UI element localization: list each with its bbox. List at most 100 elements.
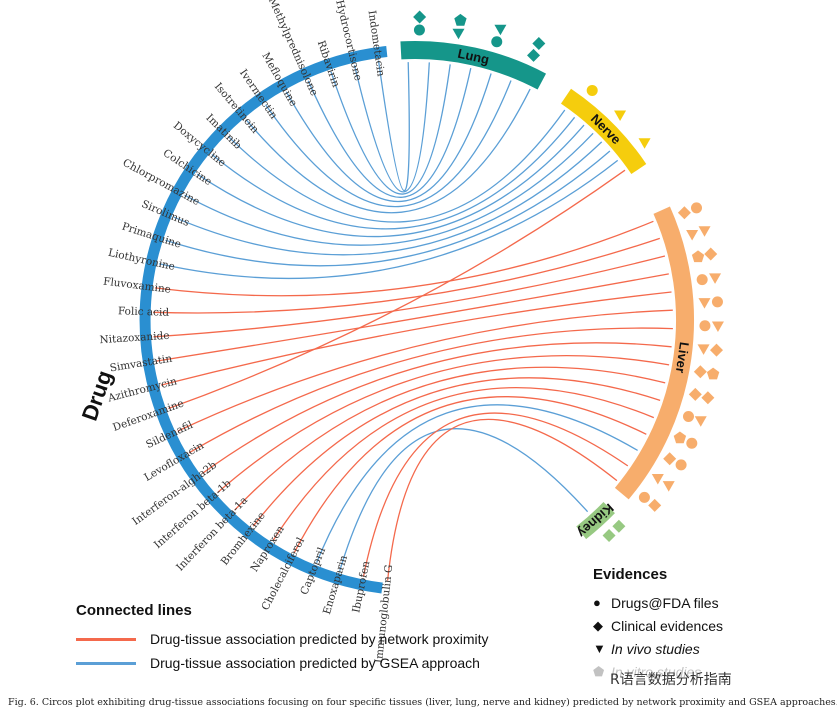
circle-marker [686, 437, 698, 449]
connection-line [339, 428, 589, 572]
triangle-marker [686, 230, 699, 241]
connection-line [234, 366, 666, 511]
triangle-marker [709, 273, 722, 284]
diamond-marker [602, 529, 616, 543]
circle-marker [711, 296, 723, 308]
evidence-clinical-row: ◆ Clinical evidences [593, 614, 723, 637]
legend-network-row: Drug-tissue association predicted by net… [76, 627, 488, 651]
connection-line [177, 309, 673, 432]
evidence-clinical-label: Clinical evidences [611, 617, 724, 634]
connection-line [265, 80, 512, 208]
connection-line [173, 141, 603, 256]
connected-lines-legend: Connected lines Drug-tissue association … [76, 602, 488, 675]
triangle-marker [697, 344, 710, 355]
legend-evidence-title: Evidences [593, 566, 668, 583]
diamond-marker [532, 36, 546, 50]
triangle-marker [662, 481, 675, 492]
connection-line [285, 73, 492, 203]
connection-line [156, 273, 669, 362]
connection-line [227, 109, 566, 223]
diamond-marker [709, 343, 723, 357]
circle-marker [491, 36, 503, 48]
liver-label: Liver [673, 341, 692, 374]
connection-line [154, 220, 654, 297]
connection-line [315, 404, 638, 564]
network-line-swatch [76, 637, 136, 641]
triangle-marker [698, 298, 711, 309]
connection-line [353, 62, 430, 193]
triangle-marker [694, 416, 707, 427]
legend-gsea-row: Drug-tissue association predicted by GSE… [76, 651, 488, 675]
diamond-marker [677, 206, 691, 220]
connection-line [272, 387, 655, 541]
evidence-invivo-label: In vivo studies [611, 640, 700, 657]
evidence-markers [413, 10, 724, 543]
triangle-marker [698, 226, 711, 237]
connection-line [293, 396, 647, 553]
connection-line [245, 88, 531, 214]
drug-label: Folic acid [118, 305, 170, 319]
connection-line [196, 124, 585, 238]
connection-line [188, 327, 673, 454]
watermark-text: R语言数据分析指南 [610, 672, 732, 688]
connection-line [330, 64, 451, 195]
gsea-line-swatch [76, 661, 136, 665]
pentagon-marker [691, 250, 705, 263]
connection-line [386, 418, 618, 581]
drug-label: Hydrocortisone [333, 0, 364, 82]
drug-label: Nitazoxanide [99, 330, 170, 346]
evidence-fda-label: Drugs@FDA files [611, 594, 719, 611]
diamond-marker [663, 452, 677, 466]
diamond-marker [527, 48, 541, 62]
evidence-invitro-row: ⬟ In vitro studies [593, 660, 723, 683]
circle-marker [696, 274, 708, 286]
connection-line [202, 342, 672, 474]
evidences-legend: Evidences ● Drugs@FDA files ◆ Clinical e… [593, 566, 723, 683]
liver-arc [614, 206, 694, 500]
drug-label: Indometacin [366, 10, 387, 78]
drug-arc [139, 46, 388, 594]
connection-line [217, 354, 670, 493]
connection-line [307, 67, 472, 198]
diamond-marker [612, 519, 626, 533]
legend-gsea-label: Drug-tissue association predicted by GSE… [150, 655, 480, 671]
diamond-marker [413, 10, 427, 24]
connection-line [158, 159, 619, 280]
diamond-marker [704, 247, 718, 261]
circle-marker [413, 24, 425, 36]
connection-line [184, 132, 594, 246]
drug-label: Azithromycin [106, 375, 179, 404]
legend-network-label: Drug-tissue association predicted by net… [150, 631, 489, 647]
nerve-arc [560, 88, 647, 175]
circle-marker [699, 320, 711, 332]
circle-marker [690, 202, 702, 214]
legend-lines-title: Connected lines [76, 602, 192, 619]
circle-marker [675, 459, 687, 471]
evidence-invivo-row: ▼ In vivo studies [593, 637, 723, 660]
connection-line [168, 169, 626, 410]
pentagon-marker [673, 431, 687, 444]
figure-caption: Fig. 6. Circos plot exhibiting drug-tiss… [8, 697, 837, 708]
triangle-marker [494, 24, 507, 36]
triangle-down-icon: ▼ [593, 641, 606, 656]
connection-line [153, 255, 666, 338]
triangle-marker [638, 138, 651, 149]
diamond-marker [688, 387, 702, 401]
pentagon-marker [706, 367, 720, 380]
circle-icon: ● [593, 595, 601, 610]
triangle-marker [614, 110, 627, 121]
connection-line [161, 291, 672, 386]
circle-marker [586, 84, 598, 96]
evidence-fda-row: ● Drugs@FDA files [593, 591, 723, 614]
connection-line [211, 116, 576, 230]
pentagon-icon: ⬟ [593, 663, 605, 679]
drug-label: Liothyronine [107, 247, 176, 273]
connection-line [252, 377, 661, 527]
kidney-arc [576, 501, 615, 540]
diamond-marker [693, 365, 707, 379]
evidence-invitro-label: In vitro studies [611, 663, 702, 680]
circle-marker [682, 410, 694, 422]
diamond-marker [648, 498, 662, 512]
diamond-icon: ◆ [593, 617, 603, 633]
